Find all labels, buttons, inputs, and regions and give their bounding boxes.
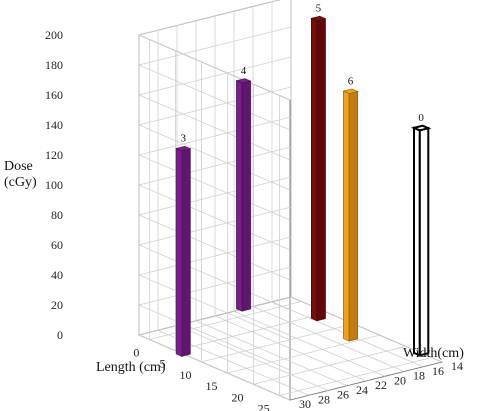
x-tick-label: 15 [206,379,218,393]
bar-face-top [410,124,432,132]
z-tick-label: 160 [45,88,63,102]
bar-label: 5 [316,2,322,14]
bar-face-side [181,148,191,357]
z-tick-label: 120 [45,148,63,162]
y-tick-label: 14 [451,359,463,373]
chart-grid [137,0,443,401]
y-tick-label: 22 [375,378,387,392]
y-gridline [195,20,348,387]
y-gridline [233,11,386,377]
y-gridline [157,30,310,396]
y-tick-label: 18 [413,369,425,383]
bar-label: 6 [348,75,354,87]
y-gridline [271,1,424,368]
bar-face-front [236,80,243,312]
x-tick-label: 20 [232,390,244,404]
bar-face-front [310,17,318,322]
x-tick-label: 25 [258,402,270,411]
z-tick-label: 0 [57,328,63,342]
y-tick-label: 26 [337,388,349,402]
z-tick-label: 80 [51,208,63,222]
z-axis-title-line1: Dose [4,159,33,174]
y-gridline [214,16,367,382]
bar-face-top [310,15,327,22]
bar-face-top [175,145,192,152]
bar-6: 6 [342,75,359,342]
bar-face-side [418,126,430,357]
chart-ticks: 0204060801001201401601802000510152025141… [45,28,463,411]
bar-face-side [348,91,359,342]
x-gridline [148,39,302,341]
bar-5: 5 [310,2,327,322]
bar-label: 4 [241,65,247,77]
y-axis-title: Width(cm) [403,346,464,361]
z-tick-label: 100 [45,178,63,192]
z-tick-label: 60 [51,238,63,252]
z-tick-label: 200 [45,28,63,42]
y-gridline [252,6,405,372]
x-tick-label: 0 [133,345,139,359]
bar-3: 3 [175,133,192,357]
y-gridline [138,35,291,401]
bar-4: 4 [235,65,252,312]
bar-face-side [241,80,251,312]
bar-face-top [342,88,359,94]
chart-bars: 4 5 6 0 3 [175,2,432,357]
z-tick-label: 20 [51,298,63,312]
y-tick-label: 30 [299,397,311,411]
x-axis-title: Length (cm) [96,360,166,375]
y-gridline [290,0,443,363]
bar-face-top [235,78,252,84]
z-tick-label: 140 [45,118,63,132]
y-tick-label: 28 [318,392,330,406]
z-tick-label: 180 [45,58,63,72]
z-axis-title-line2: (cGy) [4,175,37,190]
x-tick-label: 10 [179,368,191,382]
bar-face-front [343,90,350,342]
bar-label: 3 [181,133,187,145]
bar-label: 0 [418,112,424,124]
z-tick-label: 40 [51,268,63,282]
y-tick-label: 16 [432,364,444,378]
y-tick-label: 20 [394,373,406,387]
x-gridline [174,50,328,352]
bar-0: 0 [410,112,432,357]
bar-face-front [175,147,183,357]
y-tick-label: 24 [356,383,368,397]
x-tick-label: 5 [159,357,165,371]
bar-face-side [316,18,326,322]
